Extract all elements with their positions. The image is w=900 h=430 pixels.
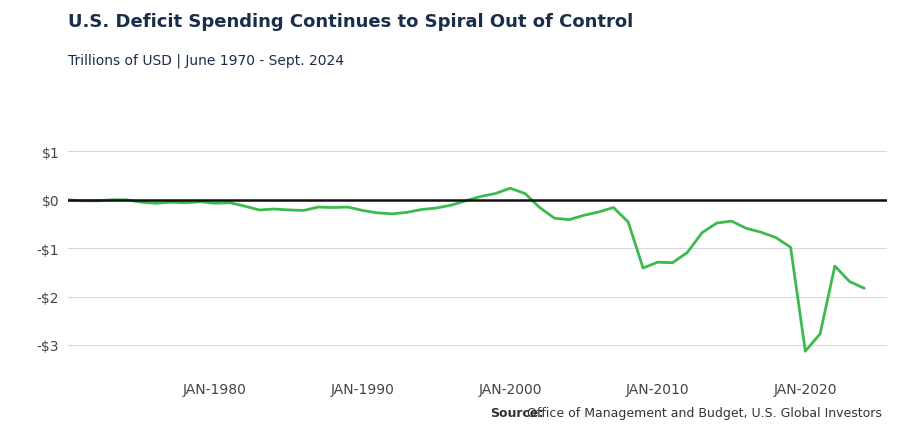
Text: Trillions of USD | June 1970 - Sept. 2024: Trillions of USD | June 1970 - Sept. 202… (68, 54, 344, 68)
Text: Office of Management and Budget, U.S. Global Investors: Office of Management and Budget, U.S. Gl… (523, 406, 882, 419)
Text: U.S. Deficit Spending Continues to Spiral Out of Control: U.S. Deficit Spending Continues to Spira… (68, 13, 633, 31)
Text: Source:: Source: (491, 406, 544, 419)
